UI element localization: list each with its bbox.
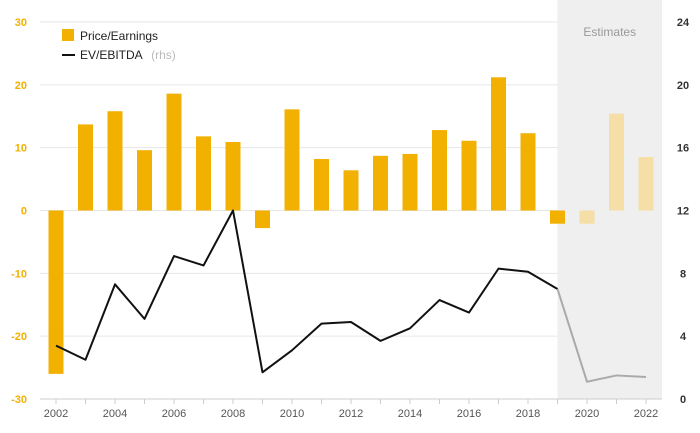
bar-price-earnings <box>520 133 536 211</box>
y-tick-right: 4 <box>680 331 687 343</box>
y-tick-left: 20 <box>15 80 27 92</box>
bar-price-earnings <box>343 170 359 211</box>
bar-price-earnings <box>402 153 418 211</box>
line-ev-ebitda-estimates <box>556 288 647 383</box>
y-tick-left: -20 <box>11 331 27 343</box>
y-tick-left: 30 <box>15 17 27 29</box>
x-tick-label: 2002 <box>44 408 68 420</box>
bar-price-earnings <box>255 210 270 229</box>
legend-label-ev-ebitda-suffix: (rhs) <box>151 48 176 62</box>
bar-price-earnings <box>166 93 182 211</box>
y-tick-right: 0 <box>680 394 686 406</box>
x-tick-label: 2012 <box>339 408 363 420</box>
y-tick-right: 12 <box>677 206 689 218</box>
y-tick-right: 24 <box>677 17 690 29</box>
legend-label-ev-ebitda-name: EV/EBITDA <box>80 48 143 62</box>
x-tick-label: 2006 <box>162 408 186 420</box>
legend-label-ev-ebitda: EV/EBITDA (rhs) <box>80 46 176 63</box>
bar-price-earnings <box>373 155 388 211</box>
bar-price-earnings <box>284 109 300 211</box>
bar-price-earnings <box>314 158 329 211</box>
legend-swatch-price-earnings <box>62 29 74 41</box>
bar-price-earnings <box>638 157 654 211</box>
y-tick-right: 8 <box>680 268 686 280</box>
line-layer <box>55 209 647 383</box>
bar-price-earnings <box>550 210 565 224</box>
y-tick-left: -30 <box>11 394 27 406</box>
y-tick-left: 10 <box>15 143 27 155</box>
x-tick-label: 2008 <box>221 408 245 420</box>
bars-layer <box>48 77 654 374</box>
legend: Price/Earnings EV/EBITDA (rhs) <box>62 29 176 63</box>
estimates-label: Estimates <box>583 25 636 39</box>
bar-price-earnings <box>609 113 624 211</box>
x-tick-label: 2020 <box>575 408 599 420</box>
bar-price-earnings <box>491 77 506 211</box>
bar-price-earnings <box>78 124 93 211</box>
y-tick-left: 0 <box>21 206 27 218</box>
bar-price-earnings <box>48 210 64 374</box>
legend-label-price-earnings: Price/Earnings <box>80 29 158 43</box>
bar-price-earnings <box>579 210 595 224</box>
x-tick-label: 2010 <box>280 408 304 420</box>
x-tick-label: 2022 <box>634 408 658 420</box>
y-tick-right: 16 <box>677 143 689 155</box>
y-tick-left: -10 <box>11 268 27 280</box>
bar-price-earnings <box>137 150 152 211</box>
x-tick-label: 2016 <box>457 408 481 420</box>
bar-price-earnings <box>107 111 123 211</box>
x-tick-label: 2014 <box>398 408 422 420</box>
y-tick-right: 20 <box>677 80 689 92</box>
bar-price-earnings <box>196 136 211 211</box>
x-tick-label: 2004 <box>103 408 127 420</box>
bar-price-earnings <box>225 142 241 211</box>
bar-price-earnings <box>461 140 477 211</box>
x-tick-label: 2018 <box>516 408 540 420</box>
line-ev-ebitda <box>55 209 559 374</box>
bar-price-earnings <box>432 130 447 211</box>
